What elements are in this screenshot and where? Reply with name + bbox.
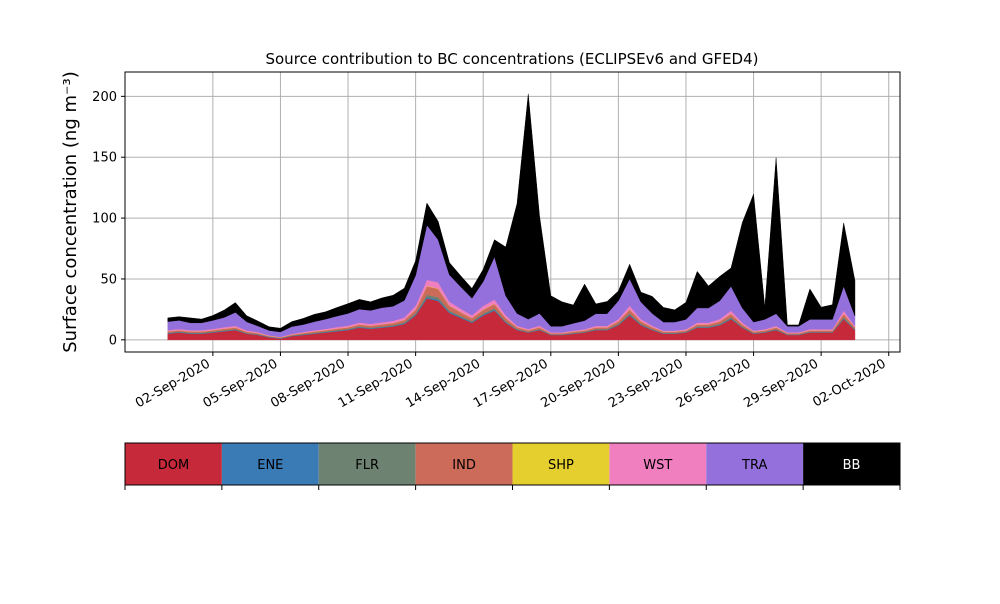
area-bb [167, 93, 856, 333]
legend-swatch-bb [803, 443, 900, 485]
legend-swatch-dom [125, 443, 222, 485]
legend-label-ind: IND [452, 458, 476, 473]
y-tick-label: 0 [109, 333, 117, 348]
plot-frame [124, 71, 901, 353]
colorbar-legend: DOM ENE FLR IND SHP WST TRA BB [124, 442, 901, 490]
stacked-areas [167, 93, 856, 341]
legend-swatch-ene [221, 443, 319, 485]
legend-label-ene: ENE [257, 458, 283, 473]
legend-swatch-tra [706, 443, 804, 485]
legend-label-dom: DOM [158, 458, 189, 473]
legend-label-shp: SHP [548, 458, 574, 473]
y-axis-label: Surface concentration (ng m⁻³) [60, 71, 81, 353]
y-tick-label: 150 [92, 151, 117, 166]
legend-swatch-wst [609, 443, 707, 485]
legend-swatch-shp [512, 443, 610, 485]
chart-title: Source contribution to BC concentrations… [265, 50, 758, 68]
y-tick-label: 200 [92, 90, 117, 105]
legend-swatch-flr [318, 443, 416, 485]
y-tick-label: 100 [92, 212, 117, 227]
legend-label-wst: WST [643, 458, 672, 473]
legend-label-bb: BB [843, 458, 861, 473]
legend-label-tra: TRA [741, 458, 767, 473]
y-tick-label: 50 [100, 272, 117, 287]
legend-label-flr: FLR [355, 458, 379, 473]
legend-swatch-ind [415, 443, 513, 485]
